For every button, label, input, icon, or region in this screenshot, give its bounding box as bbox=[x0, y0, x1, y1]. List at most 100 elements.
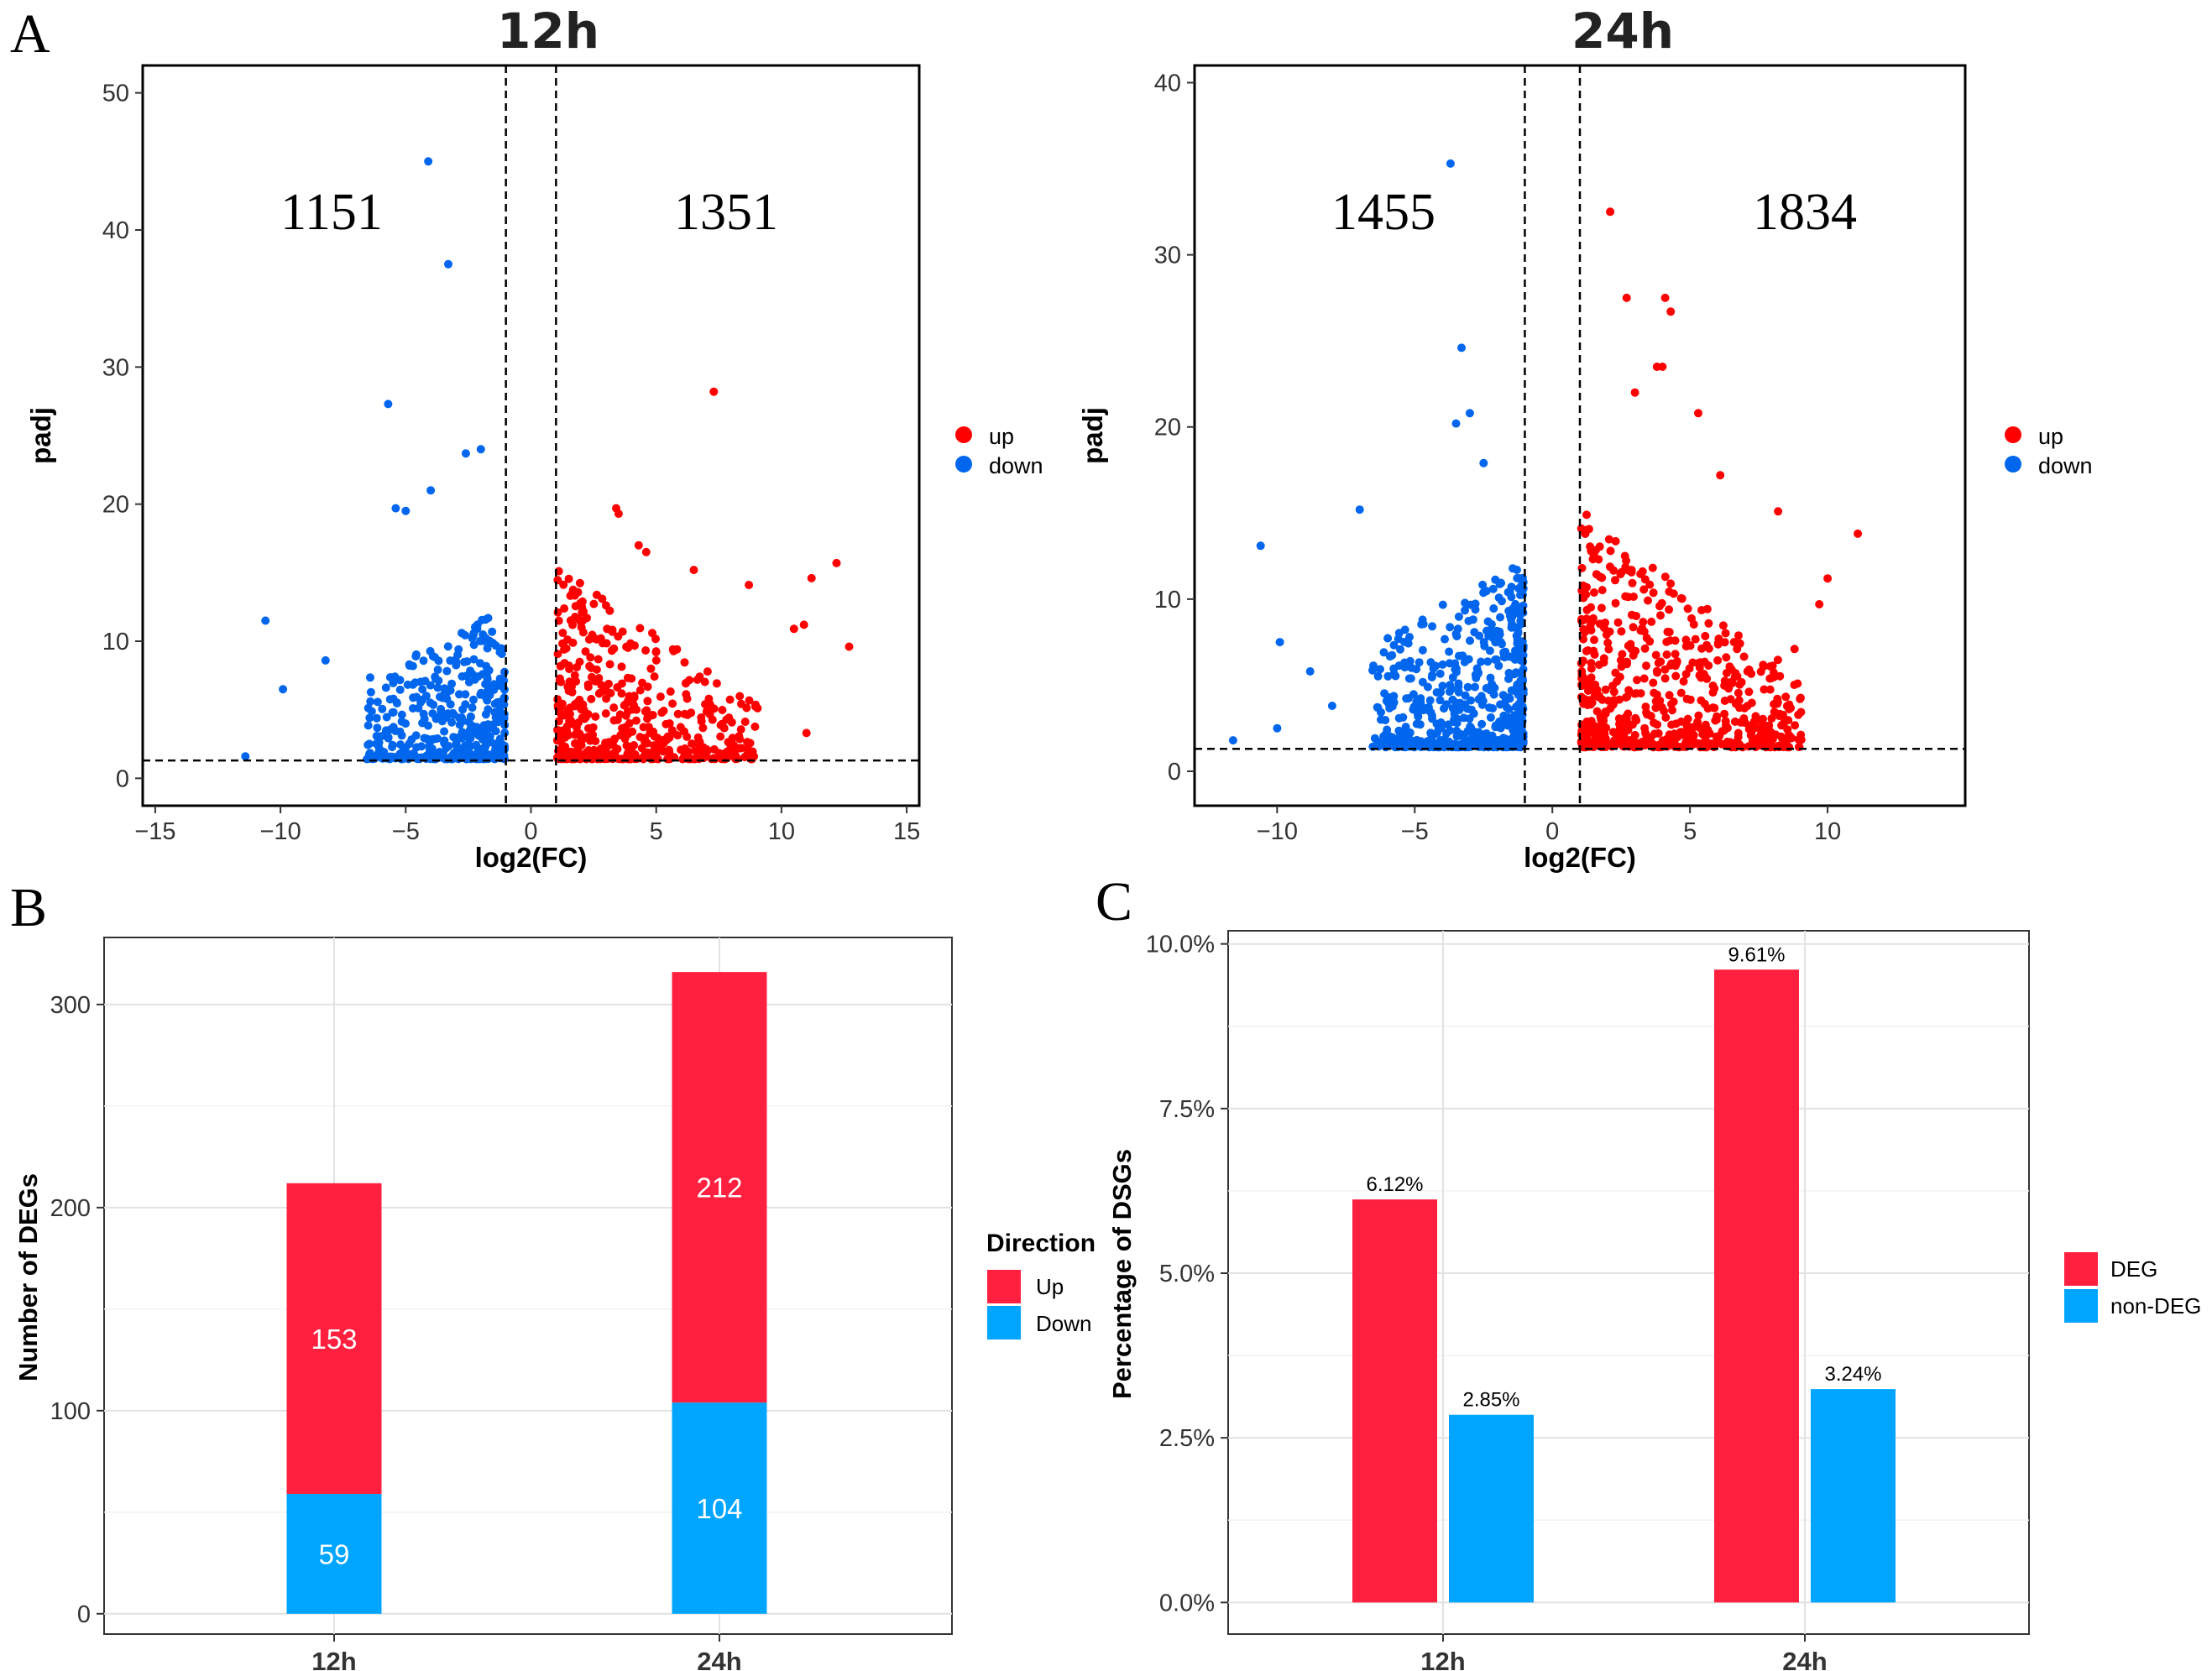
down-point bbox=[1305, 667, 1315, 676]
up-point bbox=[1756, 667, 1765, 676]
down-point bbox=[411, 652, 421, 661]
down-point bbox=[1448, 673, 1457, 682]
x-axis-title: log2(FC) bbox=[475, 842, 588, 873]
down-point bbox=[1500, 653, 1509, 662]
legend-up-swatch bbox=[955, 426, 972, 443]
up-point bbox=[1642, 634, 1651, 643]
y-tick-label: 20 bbox=[1154, 415, 1181, 441]
up-point bbox=[1790, 645, 1799, 654]
up-point bbox=[1656, 611, 1665, 620]
down-point bbox=[396, 740, 405, 749]
up-point bbox=[1720, 709, 1729, 718]
down-point bbox=[395, 685, 405, 694]
up-point bbox=[1698, 723, 1707, 733]
up-point bbox=[1731, 669, 1740, 678]
up-point bbox=[620, 700, 630, 709]
down-point bbox=[1452, 732, 1462, 741]
x-tick-label: 24h bbox=[1782, 1647, 1827, 1671]
points-group bbox=[241, 157, 854, 764]
down-point bbox=[1454, 612, 1463, 621]
up-point bbox=[635, 686, 645, 695]
down-point bbox=[385, 695, 395, 704]
up-point bbox=[657, 708, 667, 718]
down-point bbox=[1428, 622, 1437, 631]
up-point bbox=[1676, 688, 1686, 697]
down-point bbox=[1428, 714, 1436, 723]
down-point bbox=[1485, 646, 1494, 655]
up-point bbox=[1774, 507, 1783, 516]
up-point bbox=[1735, 639, 1744, 648]
down-point bbox=[433, 683, 442, 692]
bar-value-label: 3.24% bbox=[1824, 1363, 1881, 1386]
down-point bbox=[1404, 694, 1413, 702]
down-point bbox=[1454, 679, 1463, 688]
down-point bbox=[493, 698, 502, 707]
up-point bbox=[618, 627, 627, 636]
up-point bbox=[1722, 720, 1730, 729]
up-point bbox=[1606, 704, 1615, 713]
up-point bbox=[1681, 635, 1691, 645]
up-point bbox=[705, 710, 714, 719]
up-point bbox=[1765, 685, 1775, 694]
up-point bbox=[1773, 697, 1782, 707]
x-tick-label: 24h bbox=[697, 1647, 741, 1671]
down-point bbox=[1475, 631, 1484, 640]
down-point bbox=[1505, 611, 1514, 620]
down-point bbox=[440, 727, 449, 736]
up-point bbox=[637, 744, 646, 753]
up-point bbox=[574, 718, 583, 727]
panel-letter-c: C bbox=[1096, 871, 1132, 932]
up-point bbox=[1744, 687, 1754, 697]
down-point bbox=[1471, 682, 1479, 692]
up-point bbox=[1682, 694, 1692, 703]
down-point bbox=[1477, 657, 1486, 666]
up-point bbox=[559, 710, 568, 719]
up-point bbox=[673, 709, 682, 718]
up-point bbox=[1627, 567, 1636, 577]
down-point bbox=[411, 678, 420, 687]
down-point bbox=[384, 733, 393, 742]
up-point bbox=[737, 699, 745, 708]
down-point bbox=[433, 734, 442, 743]
down-point bbox=[1418, 645, 1427, 655]
up-point bbox=[560, 645, 569, 654]
y-tick-label: 50 bbox=[102, 81, 129, 107]
up-point bbox=[682, 732, 692, 741]
up-point bbox=[1626, 640, 1635, 649]
down-point bbox=[431, 675, 440, 683]
up-point bbox=[1580, 628, 1589, 637]
down-point bbox=[461, 690, 470, 699]
up-point bbox=[1681, 670, 1691, 679]
up-point bbox=[624, 643, 633, 652]
down-point bbox=[405, 739, 414, 749]
up-point bbox=[1770, 743, 1780, 752]
up-point bbox=[1665, 605, 1674, 614]
up-point bbox=[1630, 388, 1639, 397]
down-point bbox=[1407, 663, 1416, 672]
up-point bbox=[581, 647, 590, 656]
up-point bbox=[1619, 740, 1629, 749]
down-point bbox=[1438, 660, 1447, 669]
legend-title: Direction bbox=[986, 1230, 1096, 1257]
up-point bbox=[1710, 703, 1719, 713]
up-point bbox=[623, 707, 632, 716]
down-point bbox=[1461, 606, 1469, 615]
up-point bbox=[656, 692, 665, 702]
up-point bbox=[750, 722, 760, 731]
down-point bbox=[1417, 619, 1426, 629]
down-point bbox=[1492, 655, 1501, 665]
up-point bbox=[1609, 566, 1618, 575]
up-point bbox=[665, 745, 673, 755]
down-point bbox=[374, 738, 384, 747]
up-point bbox=[613, 744, 622, 754]
down-point bbox=[1389, 640, 1399, 650]
down-point bbox=[1461, 691, 1470, 700]
up-point bbox=[605, 660, 614, 669]
down-point bbox=[497, 647, 506, 656]
up-point bbox=[735, 732, 744, 741]
legend-up-label: up bbox=[989, 424, 1014, 449]
chart-title: 24h bbox=[1571, 3, 1674, 60]
up-point bbox=[1779, 743, 1788, 751]
up-point bbox=[1613, 618, 1623, 627]
down-point bbox=[426, 486, 436, 495]
